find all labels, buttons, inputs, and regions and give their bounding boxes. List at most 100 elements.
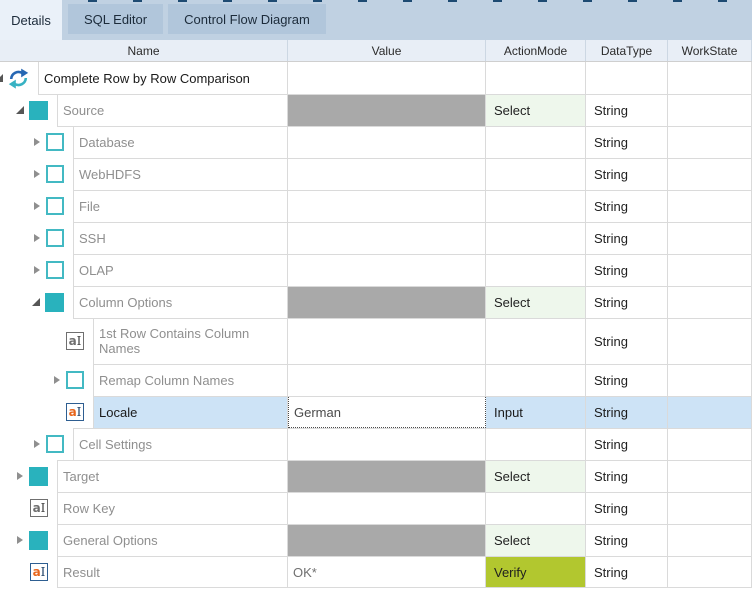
datatype-text: String	[594, 262, 628, 278]
row-locale[interactable]: a I Locale German Input String	[0, 396, 752, 428]
row-1st-row-contains-column-names[interactable]: a I 1st Row Contains Column Names String	[0, 318, 752, 364]
value-cell	[288, 190, 486, 222]
tree-indent-gutter	[0, 460, 57, 492]
actionmode-text: Verify	[494, 564, 527, 580]
actionmode-cell[interactable]: Select	[486, 94, 586, 126]
expand-arrow-icon[interactable]	[34, 266, 40, 274]
name-cell[interactable]: File	[73, 190, 288, 222]
tree-indent-gutter	[0, 222, 73, 254]
workstate-cell	[668, 396, 752, 428]
name-cell[interactable]: Remap Column Names	[93, 364, 288, 396]
collapse-arrow-icon[interactable]	[0, 74, 3, 82]
name-cell[interactable]: WebHDFS	[73, 158, 288, 190]
tree-indent-gutter	[0, 158, 73, 190]
option-checkbox-icon	[46, 197, 64, 215]
option-checkbox-icon	[46, 229, 64, 247]
actionmode-cell[interactable]: Select	[486, 524, 586, 556]
row-olap[interactable]: OLAP String	[0, 254, 752, 286]
row-divider	[73, 222, 752, 223]
tree-indent-gutter	[0, 126, 73, 158]
row-divider	[57, 460, 752, 461]
option-checkbox-icon	[66, 371, 84, 389]
row-source[interactable]: Source Select String	[0, 94, 752, 126]
datatype-cell: String	[586, 524, 668, 556]
datatype-cell: String	[586, 254, 668, 286]
row-divider	[57, 524, 752, 525]
name-cell[interactable]: Column Options	[73, 286, 288, 318]
value-cell[interactable]: German	[288, 396, 486, 428]
row-row-key[interactable]: a I Row Key String	[0, 492, 752, 524]
tab-details[interactable]: Details	[0, 0, 62, 40]
row-divider	[57, 492, 752, 493]
value-cell	[288, 94, 486, 126]
datatype-cell: String	[586, 396, 668, 428]
expand-arrow-icon[interactable]	[17, 472, 23, 480]
tree-indent-gutter	[0, 94, 57, 126]
name-cell[interactable]: Complete Row by Row Comparison	[38, 62, 288, 94]
value-cell	[288, 158, 486, 190]
row-complete-row-by-row-comparison[interactable]: Complete Row by Row Comparison	[0, 62, 752, 94]
row-webhdfs[interactable]: WebHDFS String	[0, 158, 752, 190]
name-cell[interactable]: General Options	[57, 524, 288, 556]
name-cell[interactable]: Source	[57, 94, 288, 126]
row-name: 1st Row Contains Column Names	[99, 326, 250, 356]
row-file[interactable]: File String	[0, 190, 752, 222]
datatype-cell: String	[586, 492, 668, 524]
datatype-cell: String	[586, 556, 668, 588]
tree-indent-gutter	[0, 364, 93, 396]
row-name: SSH	[79, 230, 106, 246]
actionmode-cell[interactable]: Select	[486, 460, 586, 492]
expand-arrow-icon[interactable]	[34, 440, 40, 448]
name-cell[interactable]: SSH	[73, 222, 288, 254]
name-cell[interactable]: Target	[57, 460, 288, 492]
name-cell[interactable]: Cell Settings	[73, 428, 288, 460]
name-cell[interactable]: Database	[73, 126, 288, 158]
actionmode-cell[interactable]: Input	[486, 396, 586, 428]
tab-control-flow-diagram[interactable]: Control Flow Diagram	[168, 4, 326, 34]
actionmode-text: Select	[494, 468, 531, 484]
collapse-arrow-icon[interactable]	[16, 106, 24, 114]
actionmode-cell	[486, 492, 586, 524]
expand-arrow-icon[interactable]	[17, 536, 23, 544]
column-header-value: Value	[288, 40, 486, 61]
name-cell[interactable]: Locale	[93, 396, 288, 428]
row-database[interactable]: Database String	[0, 126, 752, 158]
expand-arrow-icon[interactable]	[34, 138, 40, 146]
collapse-arrow-icon[interactable]	[32, 298, 40, 306]
row-name: General Options	[63, 532, 158, 548]
tab-sql-editor[interactable]: SQL Editor	[68, 4, 164, 34]
row-name: Result	[63, 564, 100, 580]
tree-indent-gutter	[0, 190, 73, 222]
name-cell[interactable]: Result	[57, 556, 288, 588]
actionmode-cell[interactable]: Select	[486, 286, 586, 318]
row-target[interactable]: Target Select String	[0, 460, 752, 492]
row-general-options[interactable]: General Options Select String	[0, 524, 752, 556]
expand-arrow-icon[interactable]	[34, 202, 40, 210]
actionmode-text: Select	[494, 532, 531, 548]
actionmode-cell[interactable]: Verify	[486, 556, 586, 588]
expand-arrow-icon[interactable]	[34, 170, 40, 178]
expand-arrow-icon[interactable]	[54, 376, 60, 384]
row-divider	[38, 94, 752, 95]
row-remap-column-names[interactable]: Remap Column Names String	[0, 364, 752, 396]
name-cell[interactable]: Row Key	[57, 492, 288, 524]
row-column-options[interactable]: Column Options Select String	[0, 286, 752, 318]
option-checkbox-icon	[46, 261, 64, 279]
row-ssh[interactable]: SSH String	[0, 222, 752, 254]
workstate-cell	[668, 318, 752, 364]
value-cell	[288, 222, 486, 254]
workstate-cell	[668, 364, 752, 396]
workstate-cell	[668, 492, 752, 524]
expand-arrow-icon[interactable]	[34, 234, 40, 242]
column-header-datatype: DataType	[586, 40, 668, 61]
row-result[interactable]: a I Result OK* Verify String	[0, 556, 752, 588]
row-cell-settings[interactable]: Cell Settings String	[0, 428, 752, 460]
datatype-text: String	[594, 102, 628, 118]
name-cell[interactable]: OLAP	[73, 254, 288, 286]
value-text: OK*	[293, 564, 317, 580]
name-cell[interactable]: 1st Row Contains Column Names	[93, 318, 288, 364]
